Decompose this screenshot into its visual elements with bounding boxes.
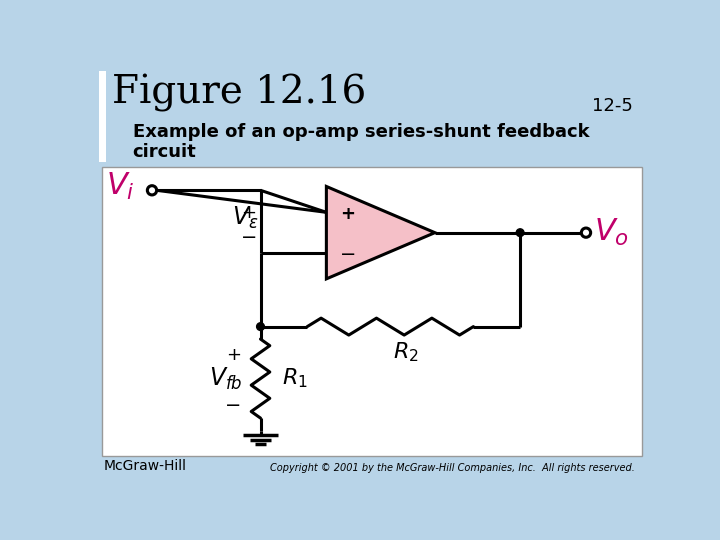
Text: 12-5: 12-5 (592, 97, 632, 115)
Text: −: − (240, 228, 257, 247)
Text: +: + (341, 205, 356, 223)
FancyBboxPatch shape (99, 71, 107, 162)
Text: $R_2$: $R_2$ (393, 340, 418, 364)
Text: $V_i$: $V_i$ (106, 171, 134, 202)
Text: −: − (340, 245, 356, 264)
Text: −: − (225, 396, 242, 415)
Text: Example of an op-amp series-shunt feedback
circuit: Example of an op-amp series-shunt feedba… (132, 123, 589, 161)
Text: $V_\varepsilon$: $V_\varepsilon$ (232, 205, 258, 231)
Text: +: + (241, 204, 256, 222)
Text: $R_1$: $R_1$ (282, 367, 308, 390)
FancyBboxPatch shape (102, 167, 642, 456)
Circle shape (516, 229, 524, 237)
Circle shape (256, 323, 264, 330)
Polygon shape (326, 186, 435, 279)
Text: McGraw-Hill: McGraw-Hill (104, 459, 187, 473)
Text: $V_o$: $V_o$ (594, 217, 629, 248)
Text: Figure 12.16: Figure 12.16 (112, 74, 366, 112)
Text: Copyright © 2001 by the McGraw-Hill Companies, Inc.  All rights reserved.: Copyright © 2001 by the McGraw-Hill Comp… (270, 463, 635, 473)
Text: $V_{fb}$: $V_{fb}$ (209, 366, 243, 392)
Text: +: + (226, 346, 241, 364)
